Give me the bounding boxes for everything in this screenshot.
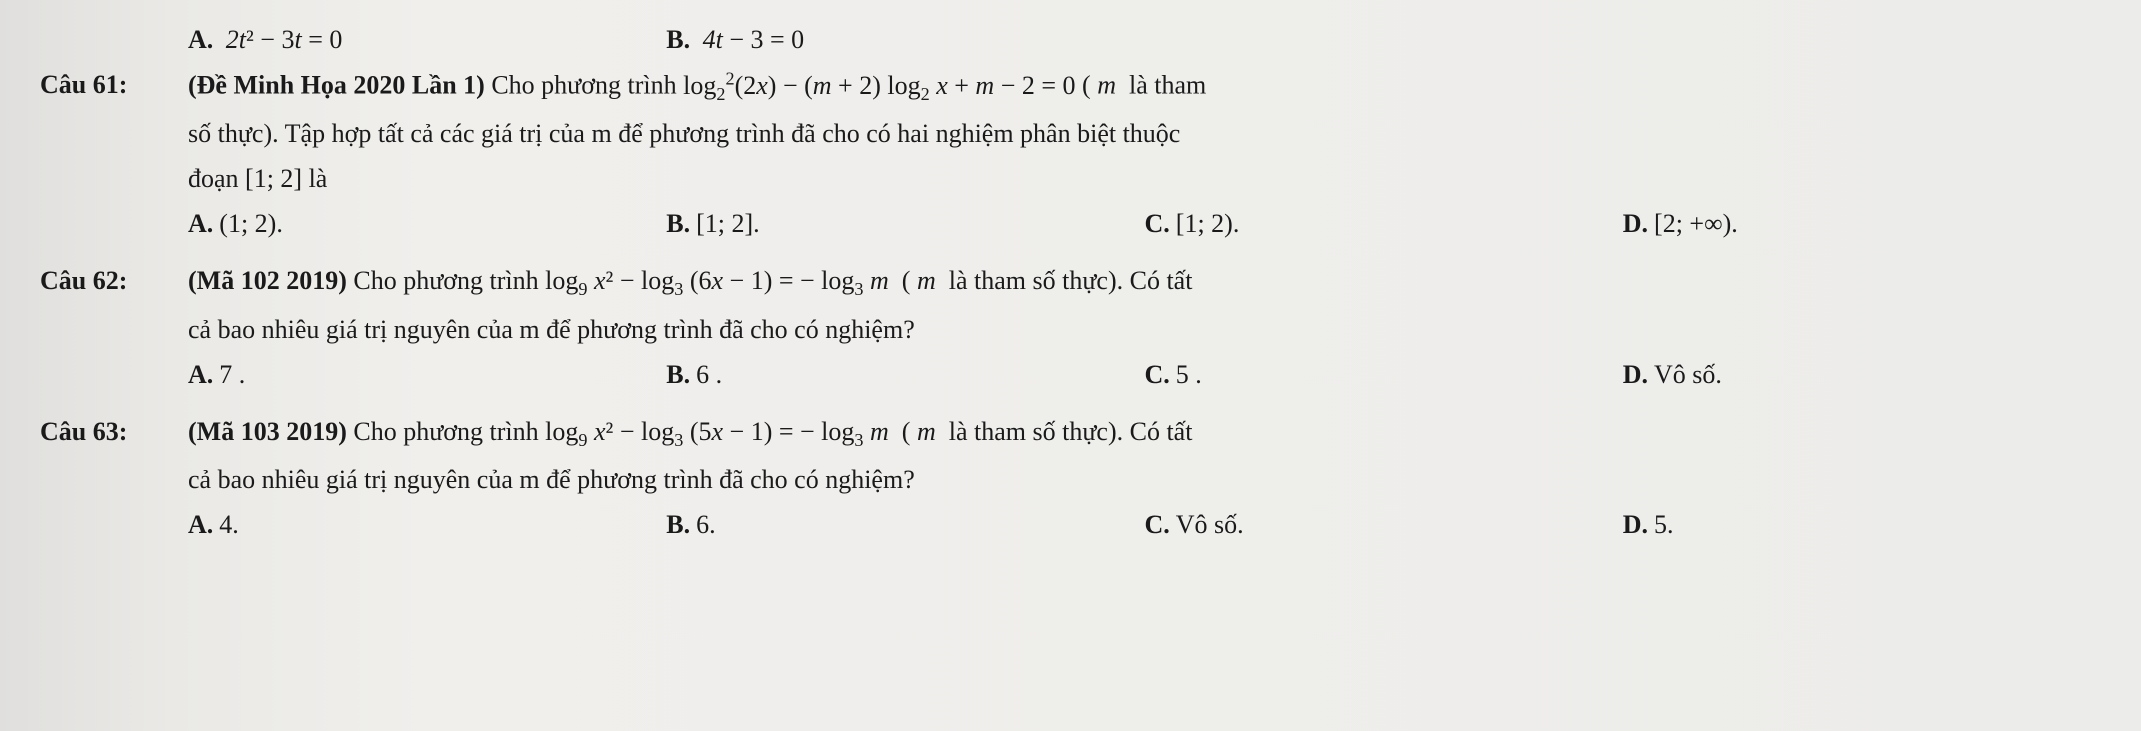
q63-optB: B.6. [666, 505, 1144, 544]
q61-D-text: [2; +∞). [1654, 209, 1738, 238]
q61-label: Câu 61: [40, 65, 188, 108]
q61-eq: log22(2x) − (m + 2) log2 x + m − 2 = 0 [683, 71, 1075, 100]
q63-D-text: 5. [1654, 510, 1674, 539]
q62-D-text: Vô số. [1654, 360, 1722, 389]
top-option-b: B. 4t − 3 = 0 [666, 20, 1144, 59]
q62-A-label: A. [188, 360, 213, 389]
q63-row1: Câu 63: (Mã 103 2019) Cho phương trình l… [40, 412, 2101, 454]
q63-optD: D.5. [1623, 505, 2101, 544]
q63-options: A.4. B.6. C.Vô số. D.5. [188, 505, 2101, 544]
q61-source: (Đề Minh Họa 2020 Lần 1) [188, 71, 485, 100]
q62-B-label: B. [666, 360, 690, 389]
top-optA-text: 2t² − 3t = 0 [226, 25, 343, 54]
q62-C-label: C. [1145, 360, 1170, 389]
q62-optD: D.Vô số. [1623, 355, 2101, 394]
q63-C-text: Vô số. [1176, 510, 1244, 539]
q63-A-label: A. [188, 510, 213, 539]
q63-A-text: 4. [219, 510, 239, 539]
q62-source: (Mã 102 2019) [188, 266, 347, 295]
q62-line1a: Cho phương trình [353, 266, 545, 295]
q61-line2: số thực). Tập hợp tất cả các giá trị của… [188, 114, 2101, 153]
q61-C-label: C. [1145, 209, 1170, 238]
q62-A-text: 7 . [219, 360, 245, 389]
q63-source: (Mã 103 2019) [188, 417, 347, 446]
q63-label: Câu 63: [40, 412, 188, 454]
q62-optC: C.5 . [1145, 355, 1623, 394]
q63-B-text: 6. [696, 510, 716, 539]
q62-row1: Câu 62: (Mã 102 2019) Cho phương trình l… [40, 261, 2101, 303]
q61-C-text: [1; 2). [1176, 209, 1240, 238]
q61-optC: C.[1; 2). [1145, 204, 1623, 243]
top-option-a: A. 2t² − 3t = 0 [188, 20, 666, 59]
q61-B-label: B. [666, 209, 690, 238]
q61-line1b: ( m là tham [1082, 71, 1206, 100]
q61-line3: đoạn [1; 2] là [188, 159, 2101, 198]
q63-line1b: ( m là tham số thực). Có tất [895, 417, 1192, 446]
q63-line2: cả bao nhiêu giá trị nguyên của m để phư… [188, 460, 2101, 499]
q61-optD: D.[2; +∞). [1623, 204, 2101, 243]
q61-options: A.(1; 2). B.[1; 2]. C.[1; 2). D.[2; +∞). [188, 204, 2101, 243]
q63-C-label: C. [1145, 510, 1170, 539]
top-optA-label: A. [188, 25, 213, 54]
q62-label: Câu 62: [40, 261, 188, 303]
q61-A-label: A. [188, 209, 213, 238]
q61-row1: Câu 61: (Đề Minh Họa 2020 Lần 1) Cho phư… [40, 65, 2101, 108]
q63-eq: log9 x² − log3 (5x − 1) = − log3 m [545, 417, 889, 446]
q63-B-label: B. [666, 510, 690, 539]
q62-options: A.7 . B.6 . C.5 . D.Vô số. [188, 355, 2101, 394]
top-options-row: A. 2t² − 3t = 0 B. 4t − 3 = 0 [188, 20, 2101, 59]
q61-text1: (Đề Minh Họa 2020 Lần 1) Cho phương trìn… [188, 65, 2101, 108]
q63-text1: (Mã 103 2019) Cho phương trình log9 x² −… [188, 412, 2101, 454]
q62-line1b: ( m là tham số thực). Có tất [895, 266, 1192, 295]
top-optB-text: 4t − 3 = 0 [703, 25, 805, 54]
q63-D-label: D. [1623, 510, 1648, 539]
q63-optC: C.Vô số. [1145, 505, 1623, 544]
q62-eq: log9 x² − log3 (6x − 1) = − log3 m [545, 266, 889, 295]
q61-B-text: [1; 2]. [696, 209, 760, 238]
q62-line2: cả bao nhiêu giá trị nguyên của m để phư… [188, 310, 2101, 349]
q61-A-text: (1; 2). [219, 209, 283, 238]
q61-optA: A.(1; 2). [188, 204, 666, 243]
q62-D-label: D. [1623, 360, 1648, 389]
top-optB-label: B. [666, 25, 690, 54]
q62-text1: (Mã 102 2019) Cho phương trình log9 x² −… [188, 261, 2101, 303]
q61-optB: B.[1; 2]. [666, 204, 1144, 243]
q63-line1a: Cho phương trình [353, 417, 545, 446]
q62-optA: A.7 . [188, 355, 666, 394]
q62-C-text: 5 . [1176, 360, 1202, 389]
q62-B-text: 6 . [696, 360, 722, 389]
q62-optB: B.6 . [666, 355, 1144, 394]
q61-D-label: D. [1623, 209, 1648, 238]
q61-line1a: Cho phương trình [491, 71, 683, 100]
q63-optA: A.4. [188, 505, 666, 544]
